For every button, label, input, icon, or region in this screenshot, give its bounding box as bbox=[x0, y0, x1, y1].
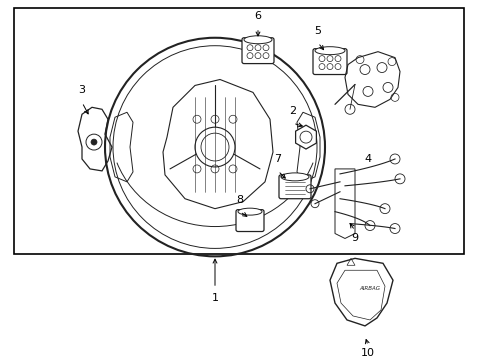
Circle shape bbox=[91, 139, 97, 145]
Text: 2: 2 bbox=[289, 106, 296, 116]
Text: 7: 7 bbox=[274, 154, 281, 164]
Ellipse shape bbox=[238, 208, 262, 215]
Text: 1: 1 bbox=[211, 293, 218, 303]
Text: 5: 5 bbox=[314, 26, 321, 36]
FancyBboxPatch shape bbox=[242, 38, 273, 64]
Circle shape bbox=[195, 127, 235, 167]
Text: AIRBAG: AIRBAG bbox=[359, 285, 380, 291]
Ellipse shape bbox=[281, 173, 308, 181]
Ellipse shape bbox=[244, 36, 271, 44]
Ellipse shape bbox=[314, 47, 345, 55]
Text: 8: 8 bbox=[236, 195, 243, 205]
FancyBboxPatch shape bbox=[236, 210, 264, 231]
FancyBboxPatch shape bbox=[312, 49, 346, 75]
Text: 4: 4 bbox=[364, 154, 371, 164]
FancyBboxPatch shape bbox=[279, 175, 310, 199]
Text: 9: 9 bbox=[351, 234, 358, 243]
Text: 6: 6 bbox=[254, 11, 261, 21]
Bar bbox=[14, 8, 463, 255]
Text: 3: 3 bbox=[79, 85, 85, 95]
Text: 10: 10 bbox=[360, 348, 374, 358]
